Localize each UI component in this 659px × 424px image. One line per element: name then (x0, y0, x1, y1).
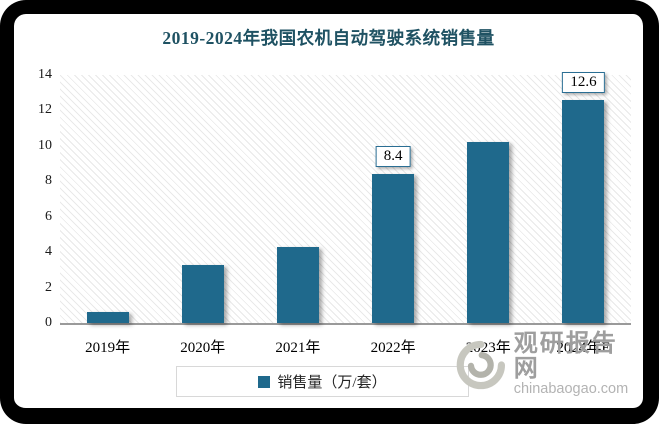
y-tick-label: 10 (38, 137, 52, 153)
bar-2023年 (467, 142, 510, 323)
bar-2024年E (562, 99, 605, 323)
x-axis-label: 2019年 (85, 340, 131, 356)
bar-slot: 12.6 (536, 71, 631, 323)
data-label: 8.4 (375, 146, 411, 168)
watermark: 观研报告网 chinabaogao.com (454, 331, 643, 398)
data-label: 12.6 (562, 71, 605, 93)
y-tick-label: 6 (45, 208, 52, 224)
watermark-brand: 观研报告网 (513, 331, 618, 383)
bar-2020年 (181, 264, 224, 323)
legend-marker-icon (258, 375, 271, 388)
legend-label: 销售量（万/套） (277, 375, 387, 391)
watermark-domain: chinabaogao.com (513, 381, 629, 398)
y-tick-label: 4 (45, 244, 52, 260)
chart-canvas: 2019-2024年我国农机自动驾驶系统销售量 0 2 4 6 8 10 12 14 8.4 1… (14, 14, 643, 408)
y-tick-label: 12 (38, 102, 52, 118)
bar-slot (441, 75, 536, 323)
bar-slot: 8.4 (346, 75, 441, 323)
watermark-text: 观研报告网 chinabaogao.com (513, 331, 643, 398)
bar-2022年 (372, 174, 415, 323)
x-axis-label: 2020年 (180, 340, 226, 356)
x-axis-label: 2024年E (556, 340, 611, 356)
bar-2021年 (276, 246, 319, 323)
bar-slot (60, 75, 155, 323)
bar-2019年 (86, 312, 129, 323)
y-tick-label: 2 (45, 279, 52, 295)
watermark-logo-icon (456, 340, 506, 389)
x-axis-label: 2022年 (370, 340, 416, 356)
x-axis-label: 2021年 (275, 340, 321, 356)
y-tick-label: 0 (45, 315, 52, 330)
chart-title: 2019-2024年我国农机自动驾驶系统销售量 (162, 28, 495, 48)
bar-slot (250, 75, 345, 323)
y-axis: 0 2 4 6 8 10 12 14 (14, 67, 52, 330)
y-tick-label: 8 (45, 173, 52, 189)
x-axis-labels: 2019年 2020年 2021年 2022年 2023年 2024年E (60, 336, 631, 357)
legend: 销售量（万/套） (176, 366, 469, 397)
bar-slot (155, 75, 250, 323)
plot-area: 8.4 12.6 (60, 71, 631, 325)
y-tick-label: 14 (38, 67, 52, 82)
